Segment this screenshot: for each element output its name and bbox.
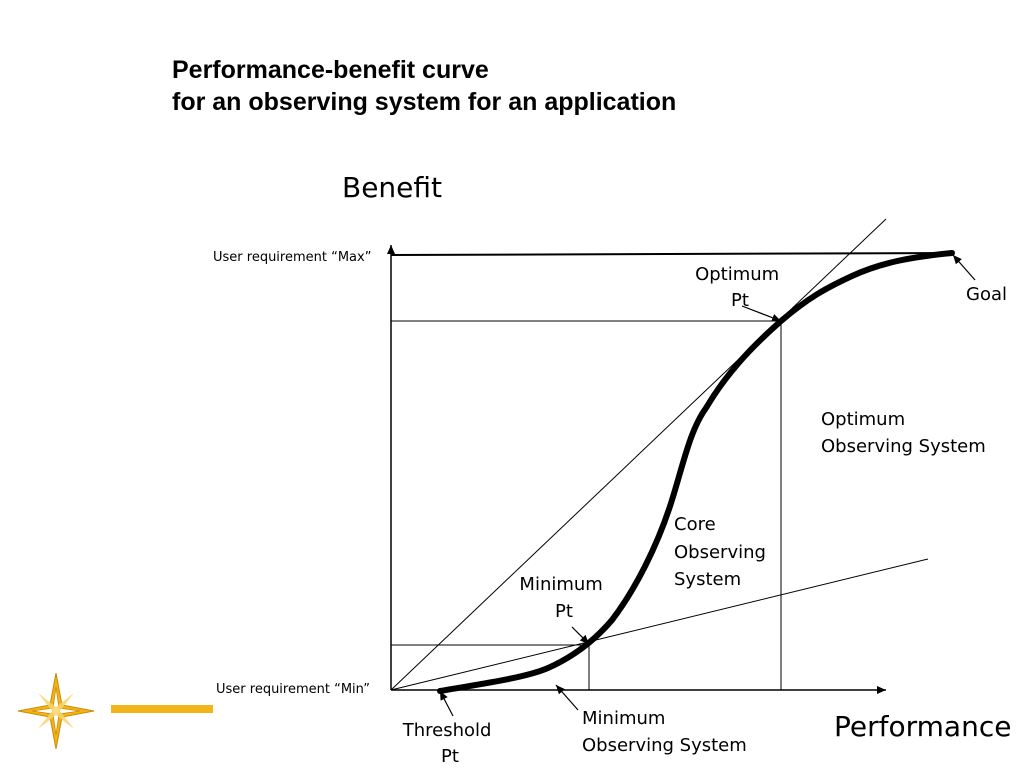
title-line-2: for an observing system for an applicati… <box>172 88 677 116</box>
benefit-curve <box>437 250 955 694</box>
y-axis-label: Benefit <box>342 171 442 204</box>
minimum-system-arrow <box>555 684 579 711</box>
threshold-pt-arrow <box>439 690 454 717</box>
minimum-pt-arrow <box>571 626 590 645</box>
threshold-pt-label: Threshold Pt <box>402 720 497 767</box>
min-requirement-label: User requirement “Min” <box>216 682 370 697</box>
minimum-system-label: Minimum Observing System <box>582 708 747 756</box>
logo-bar <box>111 705 213 713</box>
optimum-pt-arrow <box>741 305 782 322</box>
optimum-tangent-line <box>390 218 887 691</box>
minimum-tangent-line <box>390 558 929 691</box>
optimum-pt-label: Optimum Pt <box>695 264 785 311</box>
max-requirement-label: User requirement “Max” <box>213 250 371 265</box>
max-requirement-line <box>390 252 953 256</box>
x-axis-label: Performance <box>834 710 1011 743</box>
compass-star-logo-icon <box>18 673 94 749</box>
slide-title: Performance-benefit curve for an observi… <box>172 54 676 118</box>
title-line-1: Performance-benefit curve <box>172 56 489 84</box>
goal-arrow <box>952 254 976 281</box>
minimum-pt-label: Minimum Pt <box>519 574 608 622</box>
goal-label: Goal <box>966 284 1007 305</box>
optimum-system-label: Optimum Observing System <box>821 409 986 457</box>
core-system-label: Core Observing System <box>674 514 772 590</box>
